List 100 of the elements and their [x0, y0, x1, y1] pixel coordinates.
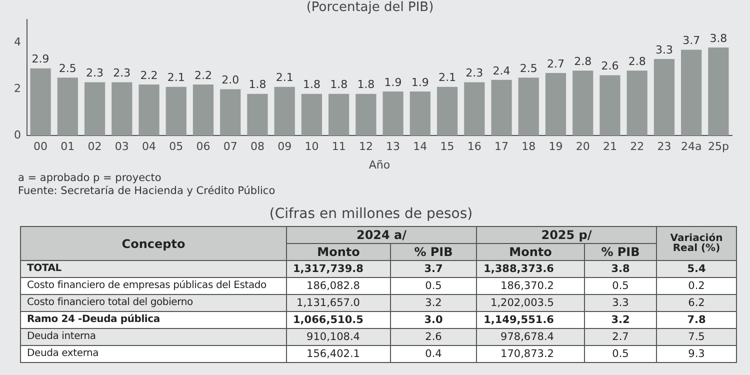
category-label: TOTAL: [27, 263, 62, 274]
x-tick-label: 03: [114, 140, 129, 154]
text: 186,370.2: [500, 280, 554, 292]
data-label: 3.8: [710, 32, 728, 45]
text: 1,149,551.6: [484, 314, 554, 326]
bar: [600, 75, 620, 136]
x-tick-label: 18: [522, 140, 536, 154]
text: 0.5: [612, 348, 629, 360]
bar: [274, 86, 295, 136]
data-label: 1.8: [330, 78, 348, 92]
y-tick-label: 4: [14, 36, 21, 49]
x-tick-label: 15: [440, 140, 454, 154]
data-label: 2.7: [547, 57, 564, 70]
bar: [30, 68, 51, 136]
x-tick-label: 24a: [680, 140, 702, 154]
chart-subtitle: (Porcentaje del PIB): [306, 0, 434, 16]
text: 2025 p/: [476, 226, 656, 244]
bar: [57, 78, 78, 136]
x-tick-label: 08: [250, 140, 264, 154]
text: 3.7: [424, 263, 443, 275]
data-label: 3.3: [655, 43, 673, 56]
text: 5.4: [687, 263, 706, 275]
text: 2.6: [425, 331, 442, 343]
bar: [192, 84, 214, 136]
y-tick-label: 0: [14, 128, 21, 142]
bar: [626, 70, 648, 136]
data-label: 2.9: [32, 52, 50, 66]
x-axis-title: Año: [368, 158, 390, 172]
bar: [301, 94, 322, 136]
bar: [681, 50, 702, 136]
category-label: Costo financiero de empresas públicas del Estado: [27, 280, 266, 291]
text: 1,388,373.6: [484, 263, 554, 275]
data-label: 3.7: [682, 34, 700, 48]
x-tick-label: 07: [223, 140, 238, 154]
data-label: 2.4: [492, 64, 510, 78]
data-label: 1.8: [248, 78, 266, 92]
x-tick-label: 10: [304, 140, 319, 154]
data-label: 2.1: [276, 71, 294, 84]
data-label: 2.8: [574, 55, 592, 68]
bar: [464, 82, 485, 136]
data-label: 2.8: [628, 55, 646, 68]
text: 978,678.4: [500, 331, 554, 343]
bar: [247, 94, 268, 136]
category-label: Monto: [476, 244, 584, 260]
x-tick-label: 21: [602, 140, 617, 154]
x-tick-label: 12: [358, 140, 373, 154]
category-label: % PIB: [584, 244, 656, 260]
category-label: Ramo 24 -Deuda pública: [27, 314, 160, 325]
category-label: % PIB: [390, 244, 476, 260]
x-tick-label: 19: [548, 140, 563, 154]
text: 2024 a/: [286, 226, 476, 244]
text: 7.5: [688, 331, 705, 343]
x-tick-label: 06: [196, 140, 210, 154]
text: 3.2: [611, 314, 630, 326]
x-tick-label: 11: [332, 140, 346, 154]
data-label: 2.0: [222, 74, 240, 87]
bar: [654, 59, 675, 136]
bar: [166, 86, 186, 136]
data-label: 2.5: [520, 62, 538, 75]
text: 3.2: [425, 297, 442, 309]
text: 1,202,003.5: [490, 297, 554, 309]
data-label: 2.5: [58, 62, 76, 75]
data-label: 2.1: [438, 71, 456, 84]
data-label: 2.3: [466, 66, 484, 80]
data-label: 2.1: [167, 71, 185, 84]
category-label: Costo financiero total del gobierno: [27, 297, 193, 308]
category-label: Monto: [286, 244, 390, 260]
data-label: 1.9: [411, 76, 429, 89]
text: 3.8: [611, 263, 630, 275]
data-label: 1.8: [302, 78, 320, 92]
category-label: Deuda interna: [27, 331, 96, 342]
bar: [84, 82, 106, 136]
bar: [545, 72, 566, 136]
text: 1,317,739.8: [293, 263, 364, 275]
text: 3.0: [424, 314, 443, 326]
category-label: Deuda externa: [27, 348, 99, 359]
source-note: Fuente: Secretaría de Hacienda y Crédito Público: [18, 185, 276, 198]
data-label: 2.6: [601, 60, 619, 73]
data-label: 1.9: [384, 76, 402, 89]
y-tick-label: 2: [14, 82, 21, 96]
bar: [328, 94, 350, 136]
text: 0.5: [612, 280, 629, 292]
data-label: 1.8: [357, 78, 375, 92]
x-tick-label: 17: [494, 140, 509, 154]
x-tick-label: 13: [386, 140, 400, 154]
bar: [220, 89, 241, 136]
x-tick-label: 05: [169, 140, 184, 154]
x-tick-label: 22: [630, 140, 644, 154]
x-tick-label: 23: [657, 140, 672, 154]
x-tick-label: 04: [142, 140, 156, 154]
bar: [410, 92, 430, 136]
data-label: 2.2: [194, 68, 212, 82]
text: (Cifras en millones de pesos): [268, 206, 474, 222]
text: a = aprobado p = proyecto: [18, 172, 162, 185]
text: 170,873.2: [500, 348, 554, 360]
bar: [138, 84, 160, 136]
text: 3.3: [612, 297, 629, 309]
bar: [112, 82, 132, 136]
bar: [356, 94, 376, 136]
text: 910,108.4: [306, 331, 360, 343]
